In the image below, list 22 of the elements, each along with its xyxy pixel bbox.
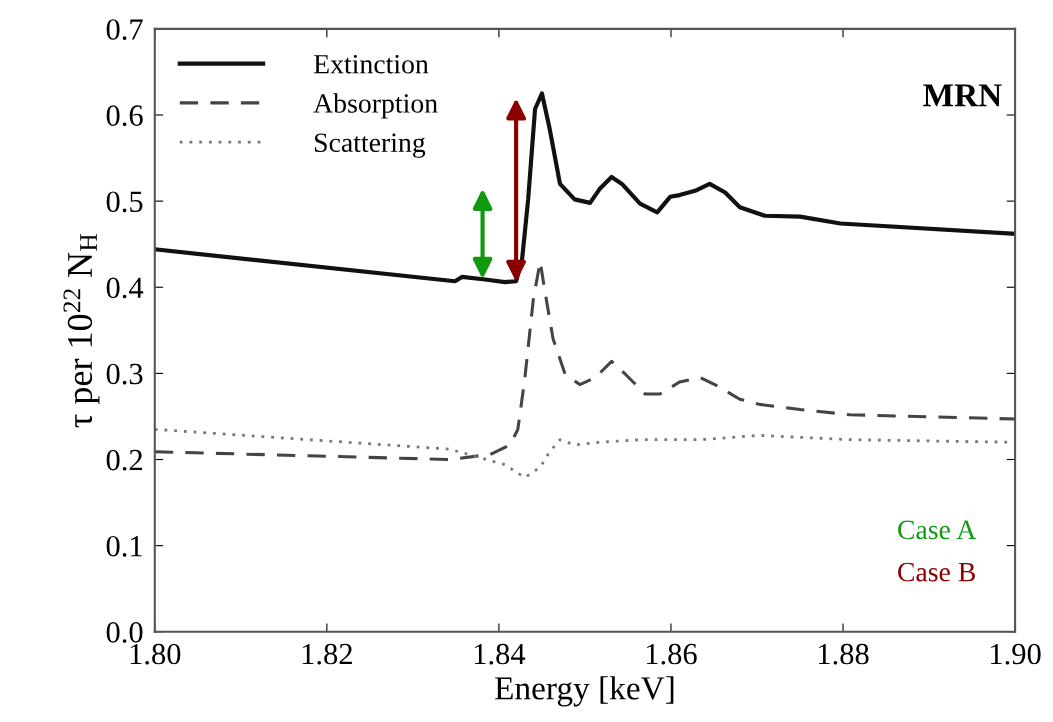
- x-axis-title: Energy [keV]: [495, 676, 674, 707]
- y-tick-label: 0.6: [106, 105, 143, 127]
- legend-label: Absorption: [313, 93, 438, 119]
- y-tick-label: 0.1: [106, 535, 142, 557]
- y-tick-label: 0.2: [106, 449, 142, 471]
- y-tick-label: 0.4: [106, 277, 144, 299]
- x-tick-label: 1.90: [991, 643, 1041, 665]
- y-tick-label: 0.3: [106, 363, 143, 385]
- x-tick-label: 1.88: [818, 643, 869, 665]
- x-tick-label: 1.84: [474, 643, 526, 665]
- annotation: MRN: [923, 84, 1002, 107]
- x-tick-label: 1.86: [646, 643, 697, 665]
- x-tick-label: 1.80: [130, 643, 181, 665]
- y-tick-label: 0.7: [106, 19, 143, 40]
- y-tick-label: 0.0: [106, 622, 143, 643]
- annotation: Case A: [898, 520, 977, 540]
- y-tick-label: 0.5: [106, 191, 143, 213]
- annotation: Case B: [898, 562, 976, 582]
- x-tick-label: 1.82: [302, 643, 352, 665]
- legend-label: Scattering: [314, 133, 426, 158]
- y-axis-title: τ per 10$^{22}$ N$_{H}$: [63, 234, 100, 428]
- legend-label: Extinction: [313, 54, 429, 74]
